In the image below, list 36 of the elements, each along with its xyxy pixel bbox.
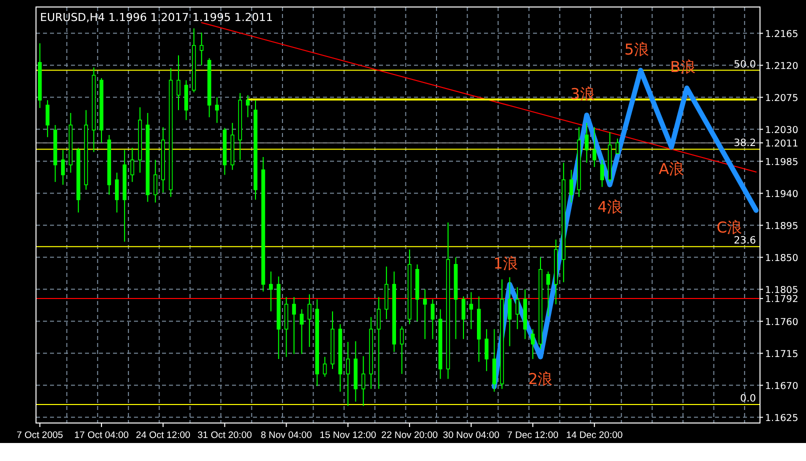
- y-tick-label: 1.1625: [765, 412, 798, 424]
- y-tick-label: 1.1940: [765, 188, 798, 200]
- y-tick-label: 1.1850: [765, 252, 798, 264]
- y-tick-label: 1.1670: [765, 380, 798, 392]
- x-tick-label: 14 Dec 20:00: [566, 430, 623, 441]
- x-tick-label: 31 Oct 20:00: [198, 430, 252, 441]
- x-tick-label: 15 Nov 12:00: [320, 430, 376, 441]
- y-tick-label: 1.1985: [765, 156, 798, 168]
- x-tick-label: 7 Dec 12:00: [507, 430, 558, 441]
- annotation: 2浪: [528, 370, 553, 388]
- y-tick-label: 1.2075: [765, 92, 798, 104]
- y-tick-label: 1.2165: [765, 28, 798, 40]
- chart-title: EURUSD,H4 1.1996 1.2017 1.1995 1.2011: [40, 11, 273, 24]
- y-tick-label: 1.2030: [765, 124, 798, 136]
- x-tick-label: 17 Oct 04:00: [74, 430, 129, 441]
- x-tick-label: 30 Nov 04:00: [442, 430, 500, 441]
- x-tick-label: 22 Nov 20:00: [381, 430, 438, 441]
- y-tick-label: 1.2011: [765, 138, 798, 150]
- annotation: 50.0: [734, 59, 756, 70]
- y-tick-label: 1.1805: [765, 284, 798, 296]
- annotation: 23.6: [734, 236, 756, 247]
- x-tick-label: 7 Oct 2005: [16, 430, 64, 441]
- annotation: 38.2: [734, 138, 756, 150]
- annotation: 4浪: [598, 198, 622, 216]
- y-tick-label: 1.2120: [765, 60, 798, 72]
- annotation: 5浪: [624, 40, 649, 58]
- y-tick-label: 1.1895: [765, 220, 798, 232]
- x-tick-label: 8 Nov 04:00: [260, 430, 312, 441]
- annotation: A浪: [658, 160, 684, 178]
- y-tick-label: 1.1715: [765, 348, 798, 360]
- x-tick-label: 24 Oct 12:00: [136, 430, 190, 441]
- annotation: 0.0: [740, 394, 756, 405]
- y-tick-label: 1.1792: [765, 294, 798, 306]
- annotation: 1浪: [493, 254, 518, 272]
- y-tick-label: 1.1760: [765, 316, 798, 328]
- annotation: C浪: [716, 218, 742, 236]
